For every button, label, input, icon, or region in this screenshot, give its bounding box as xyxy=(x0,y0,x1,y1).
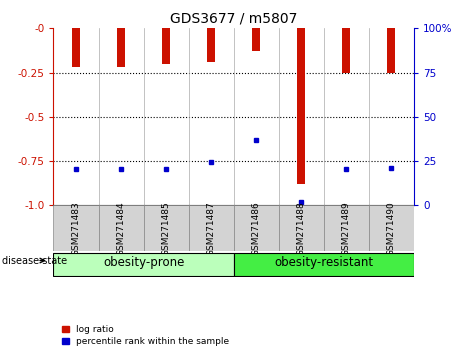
Bar xyxy=(297,28,306,184)
Bar xyxy=(207,28,215,62)
Text: obesity-resistant: obesity-resistant xyxy=(274,256,373,269)
Text: GSM271490: GSM271490 xyxy=(387,201,396,256)
FancyBboxPatch shape xyxy=(369,205,414,251)
Text: GSM271486: GSM271486 xyxy=(252,201,261,256)
Text: GSM271485: GSM271485 xyxy=(162,201,171,256)
FancyBboxPatch shape xyxy=(324,205,369,251)
Title: GDS3677 / m5807: GDS3677 / m5807 xyxy=(170,12,297,26)
Text: obesity-prone: obesity-prone xyxy=(103,256,184,269)
FancyBboxPatch shape xyxy=(53,253,233,275)
Text: disease state: disease state xyxy=(2,256,67,266)
Text: GSM271489: GSM271489 xyxy=(342,201,351,256)
Text: GSM271484: GSM271484 xyxy=(117,201,126,256)
FancyBboxPatch shape xyxy=(144,205,189,251)
FancyBboxPatch shape xyxy=(233,253,414,275)
Legend: log ratio, percentile rank within the sample: log ratio, percentile rank within the sa… xyxy=(58,321,233,349)
Bar xyxy=(117,28,125,67)
Bar xyxy=(72,28,80,67)
Text: GSM271487: GSM271487 xyxy=(206,201,216,256)
Text: GSM271488: GSM271488 xyxy=(297,201,306,256)
Bar xyxy=(387,28,395,73)
FancyBboxPatch shape xyxy=(279,205,324,251)
Bar xyxy=(162,28,170,64)
Bar xyxy=(252,28,260,51)
FancyBboxPatch shape xyxy=(233,205,279,251)
Bar xyxy=(342,28,350,73)
FancyBboxPatch shape xyxy=(99,205,144,251)
FancyBboxPatch shape xyxy=(189,205,233,251)
Text: GSM271483: GSM271483 xyxy=(72,201,80,256)
FancyBboxPatch shape xyxy=(53,205,99,251)
